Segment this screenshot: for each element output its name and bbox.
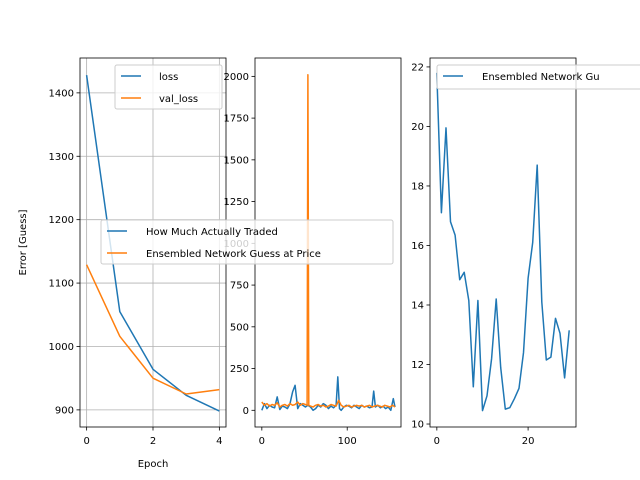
y-tick-label: 1500 xyxy=(224,155,249,166)
y-tick-label: 22 xyxy=(411,62,424,73)
y-tick-label: 1300 xyxy=(49,152,74,163)
x-tick-label: 2 xyxy=(150,436,156,447)
x-tick-label: 100 xyxy=(338,436,357,447)
loss-chart-ticks: 0 2 4 900 1000 1100 1200 1300 1400 xyxy=(49,88,223,447)
series-line-first xyxy=(261,376,396,412)
y-tick-label: 14 xyxy=(411,300,424,311)
loss-chart-xlabel: Epoch xyxy=(138,459,169,470)
x-tick-label: 0 xyxy=(434,436,440,447)
y-tick-label: 1100 xyxy=(49,279,74,290)
y-tick-label: 1000 xyxy=(49,342,74,353)
series-line-second xyxy=(85,264,220,395)
legend-label-guess: Ensembled Network Gu xyxy=(482,72,600,83)
loss-chart-ylabel: Error [Guess] xyxy=(18,209,29,275)
x-tick-label: 0 xyxy=(259,436,265,447)
y-tick-label: 900 xyxy=(55,405,74,416)
y-tick-label: 18 xyxy=(411,181,424,192)
price-chart-panel: 0100025050075010001250150017502000 xyxy=(224,57,402,447)
guess-chart-frame xyxy=(429,57,577,428)
x-tick-label: 4 xyxy=(216,436,222,447)
guess-chart-panel: 0 20 10 12 14 16 18 20 22 Ensembled Network Gu xyxy=(411,57,640,447)
loss-chart-legend: loss val_loss xyxy=(114,64,223,110)
x-tick-label: 20 xyxy=(522,436,535,447)
legend-label-loss: loss xyxy=(159,72,178,83)
y-tick-label: 250 xyxy=(230,364,249,375)
price-chart-lines xyxy=(261,73,396,412)
legend-label-actual: How Much Actually Traded xyxy=(146,227,278,238)
y-tick-label: 1400 xyxy=(49,88,74,99)
guess-chart-ticks: 0 20 10 12 14 16 18 20 22 xyxy=(411,62,534,447)
y-tick-label: 750 xyxy=(230,281,249,292)
y-tick-label: 10 xyxy=(411,420,424,431)
y-tick-label: 1250 xyxy=(224,197,249,208)
guess-chart-lines xyxy=(436,72,570,412)
y-tick-label: 16 xyxy=(411,241,424,252)
legend-label-ensembled: Ensembled Network Guess at Price xyxy=(146,249,321,260)
price-chart-legend: How Much Actually Traded Ensembled Netwo… xyxy=(100,219,394,265)
y-tick-label: 1200 xyxy=(49,215,74,226)
y-tick-label: 0 xyxy=(243,406,249,417)
series-line-second xyxy=(261,73,396,408)
series-line-first xyxy=(436,72,570,412)
legend-label-val-loss: val_loss xyxy=(159,94,198,105)
y-tick-label: 2000 xyxy=(224,72,249,83)
x-tick-label: 0 xyxy=(83,436,89,447)
y-tick-label: 20 xyxy=(411,122,424,133)
y-tick-label: 1750 xyxy=(224,114,249,125)
y-tick-label: 500 xyxy=(230,322,249,333)
y-tick-label: 12 xyxy=(411,360,424,371)
guess-chart-legend: Ensembled Network Gu xyxy=(436,64,640,90)
